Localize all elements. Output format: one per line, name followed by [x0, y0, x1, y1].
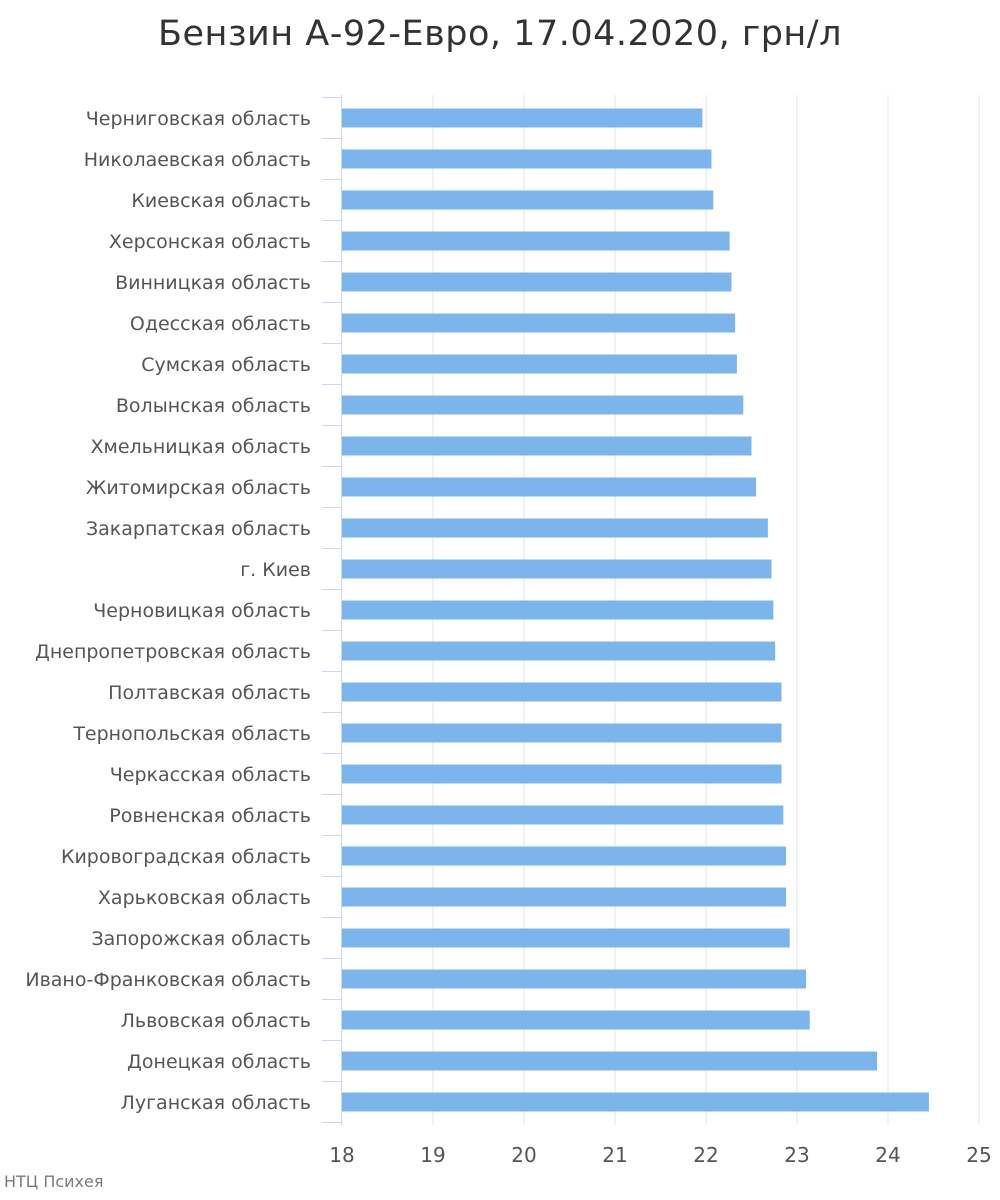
category-label: Черкасская область	[110, 764, 311, 786]
category-label: Черновицкая область	[93, 600, 311, 622]
category-label: Запорожская область	[91, 928, 311, 950]
bar	[342, 190, 714, 210]
bar	[342, 559, 772, 579]
bar	[342, 887, 787, 907]
category-label: Хмельницкая область	[90, 436, 311, 458]
bar	[342, 928, 790, 948]
category-label: Полтавская область	[108, 682, 311, 704]
x-tick-label: 18	[329, 1143, 354, 1167]
category-label: Луганская область	[121, 1092, 311, 1114]
bar	[342, 518, 768, 538]
category-label: Днепропетровская область	[35, 641, 311, 663]
bar	[342, 108, 703, 128]
bar	[342, 477, 757, 497]
category-label: Сумская область	[141, 354, 311, 376]
bar	[342, 1092, 929, 1112]
bar	[342, 313, 736, 333]
bar	[342, 641, 776, 661]
bar	[342, 149, 712, 169]
x-tick-label: 20	[511, 1143, 536, 1167]
bar	[342, 231, 730, 251]
bar	[342, 436, 752, 456]
category-label: Житомирская область	[86, 477, 311, 499]
category-label: Херсонская область	[109, 231, 311, 253]
category-label: Николаевская область	[84, 149, 311, 171]
x-tick-label: 25	[966, 1143, 991, 1167]
bar	[342, 723, 782, 743]
category-label: Львовская область	[121, 1010, 311, 1032]
bar	[342, 846, 787, 866]
bar	[342, 354, 737, 374]
bar	[342, 600, 774, 620]
category-label: Киевская область	[131, 190, 311, 212]
bar	[342, 682, 782, 702]
category-label: Черниговская область	[86, 108, 311, 130]
bar	[342, 1051, 878, 1071]
category-label: Ровненская область	[109, 805, 311, 827]
bar	[342, 1010, 810, 1030]
x-tick-label: 22	[693, 1143, 718, 1167]
category-label: Харьковская область	[98, 887, 311, 909]
bar	[342, 395, 744, 415]
category-label: Волынская область	[116, 395, 311, 417]
chart-title: Бензин А-92-Евро, 17.04.2020, грн/л	[158, 14, 842, 54]
x-tick-label: 21	[602, 1143, 627, 1167]
x-tick-label: 23	[784, 1143, 809, 1167]
bar	[342, 805, 784, 825]
category-label: Одесская область	[130, 313, 311, 335]
category-label: Кировоградская область	[61, 846, 311, 868]
category-label: Донецкая область	[127, 1051, 311, 1073]
bar	[342, 272, 732, 292]
category-label: Ивано-Франковская область	[25, 969, 311, 991]
x-tick-label: 19	[420, 1143, 445, 1167]
x-tick-label: 24	[875, 1143, 900, 1167]
category-label: Тернопольская область	[72, 723, 311, 745]
credits-label[interactable]: НТЦ Психея	[4, 1172, 104, 1191]
category-label: Винницкая область	[115, 272, 311, 294]
category-label: г. Киев	[240, 559, 311, 581]
category-label: Закарпатская область	[86, 518, 311, 540]
bar	[342, 764, 782, 784]
bar	[342, 969, 807, 989]
